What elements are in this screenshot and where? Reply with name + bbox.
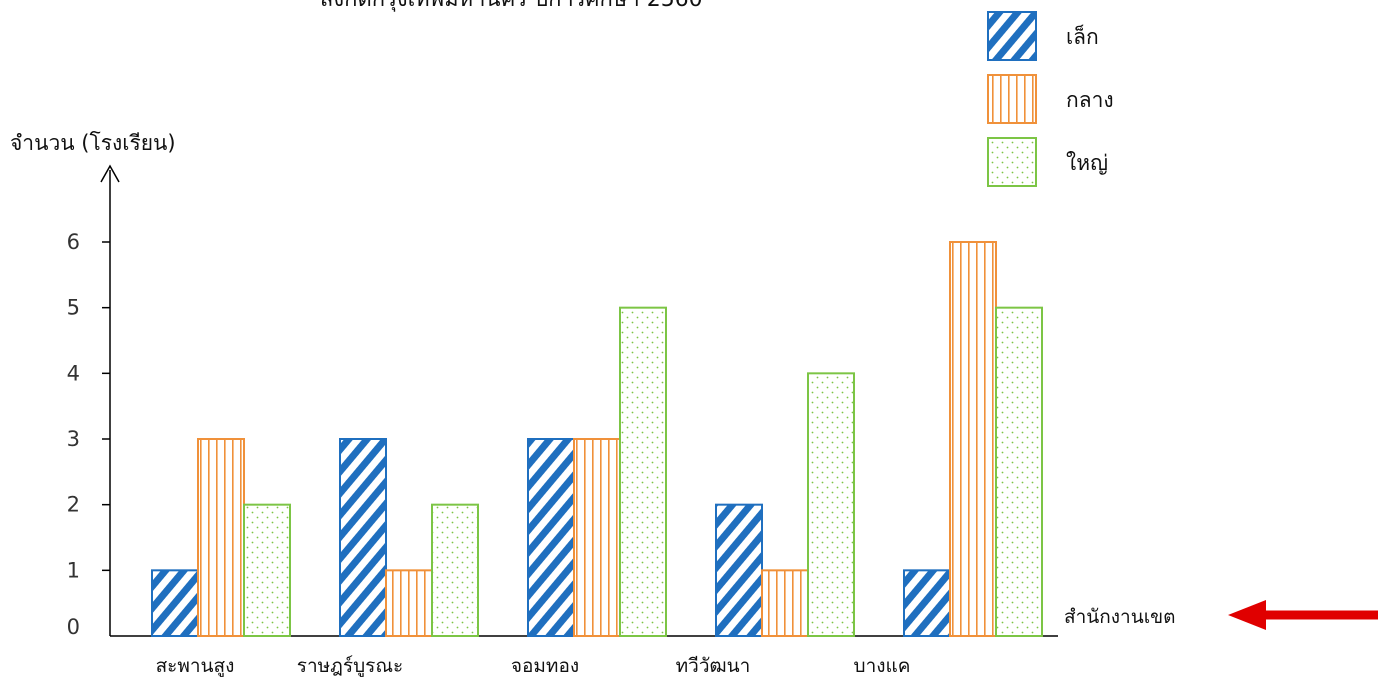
y-tick-label: 5 (67, 296, 80, 320)
y-tick-label: 3 (67, 427, 80, 451)
category-label: ทวีวัฒนา (676, 655, 751, 677)
y-tick-label: 0 (67, 615, 80, 639)
y-tick-label: 2 (67, 493, 80, 517)
bar-2-5 (949, 241, 997, 637)
category-label: จอมทอง (511, 655, 579, 677)
y-axis-arrowhead (100, 164, 120, 183)
bar-1-1 (151, 569, 199, 637)
bar-3-4 (807, 372, 855, 637)
legend-label: ใหญ่ (1066, 151, 1108, 175)
legend-swatch (987, 74, 1037, 124)
bar-2-4 (761, 569, 809, 637)
x-axis-label: สำนักงานเขต (1064, 606, 1176, 628)
y-tick-label: 6 (67, 230, 80, 254)
legend-label: เล็ก (1066, 23, 1099, 49)
bar-2-1 (197, 438, 245, 637)
category-label: สะพานสูง (156, 655, 235, 677)
red-arrow-head (1228, 600, 1266, 630)
category-label: ราษฎร์บูรณะ (297, 655, 403, 677)
red-arrow (1228, 600, 1378, 630)
legend-swatch (987, 137, 1037, 187)
bar-1-5 (903, 569, 951, 637)
bar-3-2 (431, 503, 479, 637)
bar-2-2 (385, 569, 433, 637)
bar-1-4 (715, 503, 763, 637)
bar-1-2 (339, 438, 387, 637)
y-tick-label: 4 (67, 361, 80, 385)
legend-swatch (987, 11, 1037, 61)
bar-2-3 (573, 438, 621, 637)
bar-1-3 (527, 438, 575, 637)
bar-3-1 (243, 503, 291, 637)
legend-label: กลาง (1066, 88, 1114, 112)
category-label: บางแค (854, 655, 911, 677)
chart-title: สังกัดกรุงเทพมหานคร ปีการศึกษา 2560 (320, 0, 703, 12)
bar-3-3 (619, 306, 667, 637)
y-tick-label: 1 (67, 558, 80, 582)
y-axis-label: จำนวน (โรงเรียน) (10, 131, 176, 155)
bar-3-5 (995, 306, 1043, 637)
